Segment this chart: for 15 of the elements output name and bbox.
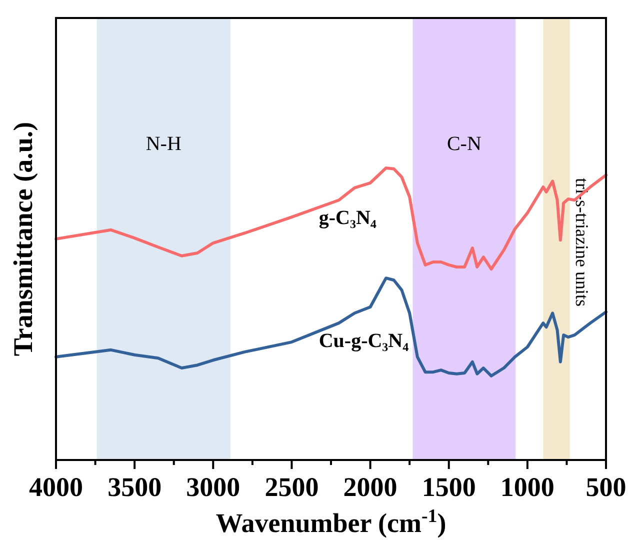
x-axis-title: Wavenumber (cm$^{-1}$) [216, 506, 446, 538]
x-tick-label: 1000 [500, 472, 554, 502]
x-tick-label: 1500 [422, 472, 476, 502]
series-label: Cu-g-C₃N₄ [318, 330, 409, 352]
band-label: C-N [446, 133, 482, 155]
x-tick-label: 3000 [186, 472, 240, 502]
x-tick-label: 2000 [343, 472, 398, 502]
x-tick-label: 3500 [108, 472, 162, 502]
x-tick-label: 500 [586, 472, 626, 502]
series-label: g-C₃N₄ [318, 207, 376, 230]
band-label: N-H [146, 133, 182, 155]
band-label: tri-s-triazine units [572, 178, 592, 306]
y-axis-title: Transmittance (a.u.) [8, 122, 38, 356]
x-tick-label: 2500 [264, 472, 319, 502]
x-tick-label: 4000 [29, 472, 83, 502]
